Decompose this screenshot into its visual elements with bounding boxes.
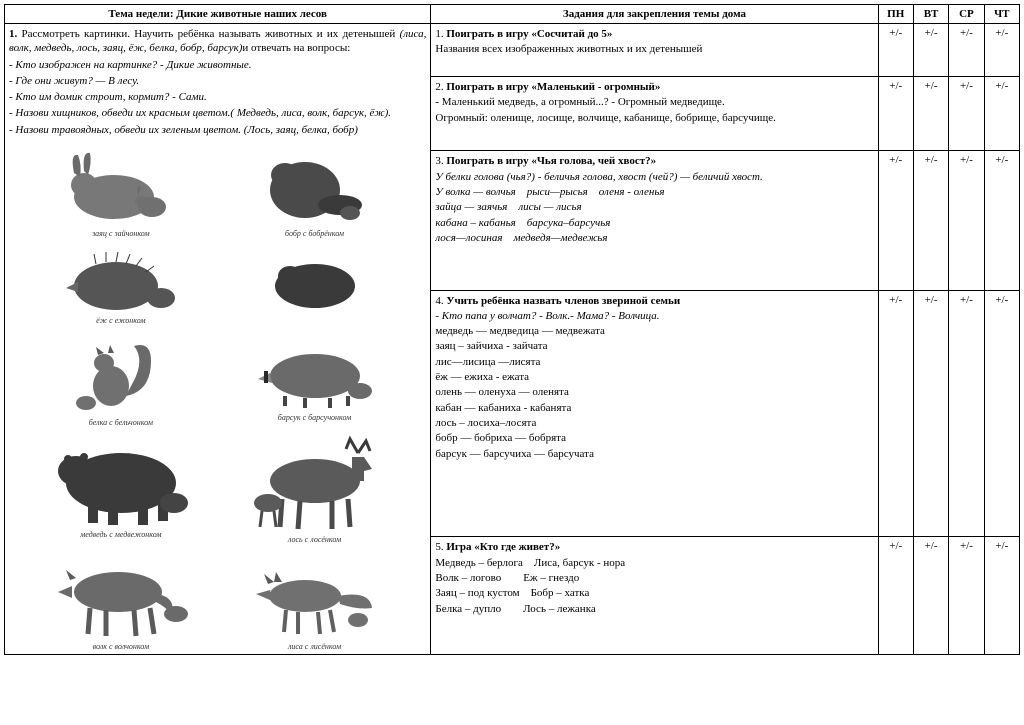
task2-mark-1: +/-: [913, 76, 948, 151]
caption-7: лось с лосёнком: [288, 535, 341, 544]
topic-text: 1. Рассмотреть картинки. Научить ребёнка…: [9, 27, 426, 137]
intro-num: 1.: [9, 28, 17, 40]
task5-mark-2: +/-: [949, 537, 984, 655]
header-tasks: Задания для закрепления темы дома: [431, 5, 878, 24]
task5-mark-1: +/-: [913, 537, 948, 655]
task1-mark-0: +/-: [878, 24, 913, 77]
header-day-2: СР: [949, 5, 984, 24]
task4-mark-3: +/-: [984, 290, 1019, 537]
task5-mark-3: +/-: [984, 537, 1019, 655]
task1-mark-1: +/-: [913, 24, 948, 77]
task3-mark-0: +/-: [878, 151, 913, 290]
task1-body: Названия всех изображенных животных и их…: [435, 42, 873, 56]
animal-badger: барсук с барсучонком: [223, 331, 407, 427]
task-2: 2. Поиграть в игру «Маленький - огромный…: [431, 76, 878, 151]
caption-1: бобр с бобрёнком: [285, 229, 344, 238]
task4-mark-1: +/-: [913, 290, 948, 537]
task5-mark-0: +/-: [878, 537, 913, 655]
intro-text: Рассмотреть картинки. Научить ребёнка на…: [22, 28, 396, 40]
task5-num: 5.: [435, 541, 443, 553]
task4-title: Учить ребёнка назвать членов звериной се…: [446, 295, 680, 307]
animal-rabbit: заяц с зайчонком: [29, 145, 213, 238]
task3-title: Поиграть в игру «Чья голова, чей хвост?»: [446, 155, 656, 167]
task5-title: Игра «Кто где живет?»: [446, 541, 560, 553]
worksheet-table: Тема недели: Дикие животные наших лесов …: [4, 4, 1020, 655]
caption-5: барсук с барсучонком: [278, 413, 351, 422]
task-1: 1. Поиграть в игру «Сосчитай до 5» Назва…: [431, 24, 878, 77]
animal-beaver: бобр с бобрёнком: [223, 145, 407, 238]
task2-mark-2: +/-: [949, 76, 984, 151]
task-3: 3. Поиграть в игру «Чья голова, чей хвос…: [431, 151, 878, 290]
task-4: 4. Учить ребёнка назвать членов звериной…: [431, 290, 878, 537]
animal-hedgehog: ёж с ежонком: [29, 244, 213, 325]
caption-2: ёж с ежонком: [96, 316, 145, 325]
caption-6: медведь с медвежонком: [80, 530, 161, 539]
q4: - Назови хищников, обведи их красным цве…: [9, 106, 426, 120]
animal-wolf: волк с волчонком: [29, 550, 213, 651]
animal-bear: медведь с медвежонком: [29, 433, 213, 544]
animal-moose: лось с лосёнком: [223, 433, 407, 544]
header-topic: Тема недели: Дикие животные наших лесов: [5, 5, 431, 24]
animal-squirrel: белка с бельчонком: [29, 331, 213, 427]
intro-tail: и отвечать на вопросы:: [242, 42, 350, 54]
task2-title: Поиграть в игру «Маленький - огромный»: [446, 81, 660, 93]
header-day-1: ВТ: [913, 5, 948, 24]
q1: - Кто изображен на картинке? - Дикие жив…: [9, 58, 426, 72]
task1-title: Поиграть в игру «Сосчитай до 5»: [446, 28, 612, 40]
task3-num: 3.: [435, 155, 443, 167]
task2-body: - Маленький медведь, а огромный...? - Ог…: [435, 95, 873, 125]
q2: - Где они живут? — В лесу.: [9, 74, 426, 88]
left-content-cell: 1. Рассмотреть картинки. Научить ребёнка…: [5, 24, 431, 655]
task4-num: 4.: [435, 295, 443, 307]
caption-8: волк с волчонком: [93, 642, 150, 651]
caption-0: заяц с зайчонком: [92, 229, 150, 238]
task2-num: 2.: [435, 81, 443, 93]
header-day-3: ЧТ: [984, 5, 1019, 24]
task4-body-italic: - Кто папа у волчат? - Волк.- Мама? - Во…: [435, 309, 873, 323]
caption-9: лиса с лисёнком: [288, 642, 341, 651]
task3-mark-1: +/-: [913, 151, 948, 290]
task3-body-italic2: У волка — волчья рыси—рысья оленя - олен…: [435, 185, 873, 245]
q5: - Назови травоядных, обведи их зеленым ц…: [9, 123, 426, 137]
task1-mark-3: +/-: [984, 24, 1019, 77]
header-day-0: ПН: [878, 5, 913, 24]
task2-mark-3: +/-: [984, 76, 1019, 151]
task3-mark-3: +/-: [984, 151, 1019, 290]
task-5: 5. Игра «Кто где живет?» Медведь – берло…: [431, 537, 878, 655]
task3-mark-2: +/-: [949, 151, 984, 290]
task4-mark-2: +/-: [949, 290, 984, 537]
task4-body: медведь — медведица — медвежатазаяц – за…: [435, 324, 873, 461]
task1-mark-2: +/-: [949, 24, 984, 77]
task1-num: 1.: [435, 28, 443, 40]
caption-4: белка с бельчонком: [89, 418, 153, 427]
animals-grid: заяц с зайчонком бобр с бобрёнком: [9, 145, 426, 651]
animal-unknown: [223, 244, 407, 325]
task5-body: Медведь – берлога Лиса, барсук - нораВол…: [435, 556, 873, 616]
q3: - Кто им домик строит, кормит? - Сами.: [9, 90, 426, 104]
task4-mark-0: +/-: [878, 290, 913, 537]
animal-fox: лиса с лисёнком: [223, 550, 407, 651]
task3-body-italic1: У белки голова (чья?) - беличья голова, …: [435, 170, 873, 184]
task2-mark-0: +/-: [878, 76, 913, 151]
